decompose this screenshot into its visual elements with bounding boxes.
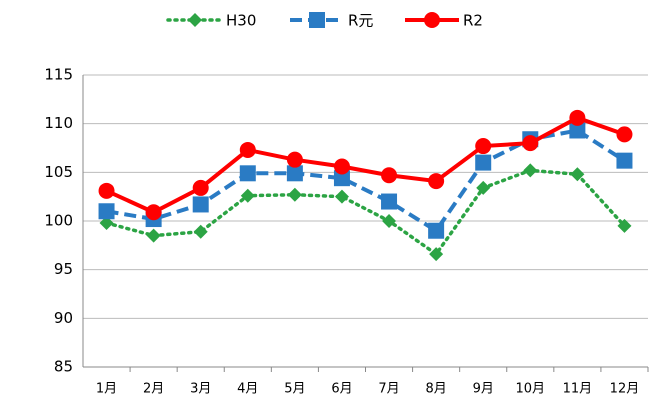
- data-point: [98, 203, 115, 220]
- x-tick-label: 10月: [516, 382, 546, 397]
- legend-marker: [309, 12, 325, 28]
- data-point: [476, 180, 491, 195]
- legend-label: R元: [348, 12, 373, 30]
- data-point: [428, 222, 445, 239]
- x-tick-label: 11月: [563, 382, 593, 397]
- legend-marker: [424, 12, 440, 28]
- x-tick-label: 4月: [237, 382, 258, 397]
- y-tick-label: 105: [44, 163, 73, 181]
- data-point: [333, 158, 350, 175]
- x-tick-label: 6月: [331, 382, 352, 397]
- data-point: [569, 109, 586, 126]
- data-point: [429, 247, 444, 262]
- x-tick-label: 5月: [284, 382, 305, 397]
- data-point: [145, 204, 162, 221]
- data-point: [146, 228, 161, 243]
- y-tick-label: 85: [54, 358, 73, 376]
- y-tick-label: 110: [44, 114, 73, 132]
- data-point: [382, 214, 397, 228]
- y-tick-label: 100: [44, 212, 73, 230]
- data-point: [334, 189, 349, 204]
- y-tick-label: 95: [54, 260, 73, 278]
- series-line: [104, 168, 627, 257]
- data-point: [192, 196, 209, 213]
- data-point: [616, 152, 633, 169]
- data-point: [617, 218, 632, 233]
- data-point: [570, 167, 585, 182]
- series-line: [105, 115, 626, 215]
- x-tick-label: 12月: [610, 382, 640, 397]
- data-point: [192, 179, 209, 196]
- y-tick-label: 90: [54, 309, 73, 327]
- data-point: [239, 141, 256, 158]
- x-tick-label: 9月: [473, 382, 494, 397]
- data-point: [286, 165, 303, 182]
- data-point: [240, 188, 255, 203]
- data-point: [428, 173, 445, 190]
- y-tick-label: 115: [44, 66, 73, 84]
- x-tick-label: 7月: [378, 382, 399, 397]
- data-point: [286, 151, 303, 168]
- data-point: [522, 135, 539, 152]
- data-point: [475, 138, 492, 155]
- x-tick-label: 8月: [425, 382, 446, 397]
- data-point: [333, 170, 350, 187]
- data-point: [193, 224, 208, 239]
- legend-label: R2: [463, 12, 483, 30]
- x-tick-label: 3月: [190, 382, 211, 397]
- data-point: [99, 215, 114, 230]
- data-point: [381, 167, 398, 184]
- data-point: [239, 165, 256, 182]
- data-point: [523, 163, 538, 178]
- data-point: [475, 154, 492, 171]
- series-line: [106, 128, 626, 234]
- data-point: [98, 182, 115, 199]
- data-point: [381, 193, 398, 210]
- x-tick-label: 1月: [96, 382, 117, 397]
- data-point: [569, 122, 586, 139]
- data-point: [287, 187, 302, 202]
- data-point: [616, 126, 633, 143]
- legend-marker: [188, 13, 202, 27]
- x-tick-label: 2月: [143, 382, 164, 397]
- legend-label: H30: [226, 12, 256, 30]
